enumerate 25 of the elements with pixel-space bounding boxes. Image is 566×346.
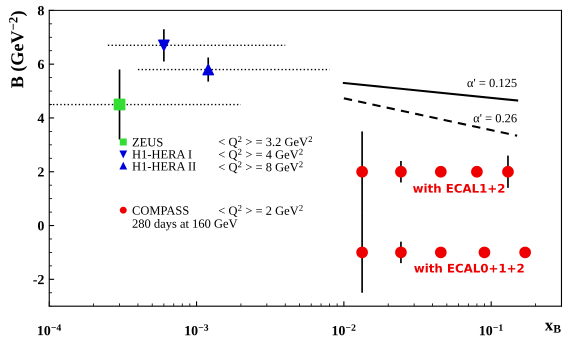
annotation: < Q$^{2}$ > = 8 GeV$^{2}$ (218, 161, 303, 174)
annotation: 280 days at 160 GeV (132, 219, 238, 230)
annotation: < Q$^{2}$ > = 2 GeV$^{2}$ (218, 205, 303, 217)
x-tick-label: 10$^{−3}$ (185, 324, 208, 336)
y-axis-title: B (GeV$^{−2}$) (9, 11, 28, 88)
annotation: with ECAL0+1+2 (414, 264, 524, 273)
x-tick-label: 10$^{−4}$ (38, 324, 62, 336)
legend-label: H1-HERA II (132, 162, 196, 170)
annotation: with ECAL1+2 (413, 184, 504, 193)
y-tick-label: 6 (38, 60, 44, 70)
legend-label: ZEUS (132, 138, 162, 146)
annotation: < Q$^{2}$ > = 4 GeV$^{2}$ (218, 148, 303, 161)
x-tick-label: 10$^{−1}$ (480, 324, 503, 336)
series-label: α' = 0.125 (467, 78, 517, 88)
y-tick-label: 8 (38, 6, 44, 16)
legend-label: H1-HERA I (132, 150, 192, 158)
x-tick-label: 10$^{−2}$ (332, 324, 356, 336)
y-tick-label: 2 (38, 167, 44, 177)
y-tick-label: -2 (33, 274, 44, 284)
y-tick-label: 0 (38, 221, 44, 230)
annotation: < Q$^{2}$ > = 3.2 GeV$^{2}$ (218, 136, 312, 148)
legend-label: COMPASS (132, 206, 188, 215)
x-axis-title: x$_{B}$ (544, 322, 561, 333)
series-label: α' = 0.26 (474, 114, 517, 122)
y-tick-label: 4 (38, 114, 44, 123)
